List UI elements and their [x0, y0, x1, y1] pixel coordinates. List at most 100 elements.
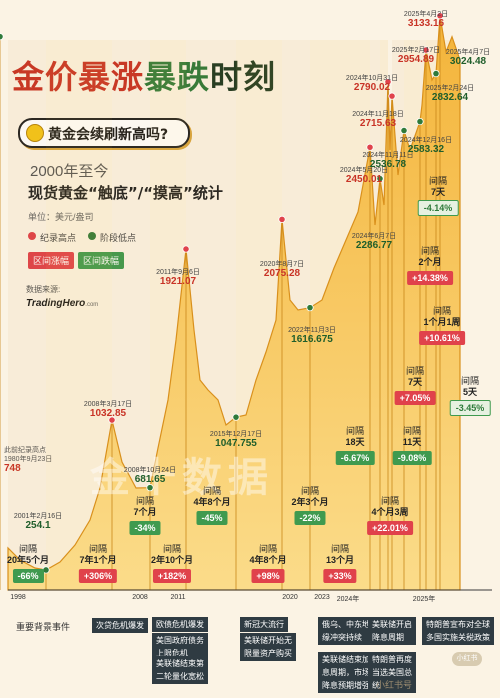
thinking-face-icon — [26, 124, 44, 142]
event-text: 限量资产购买 — [244, 649, 292, 658]
point-date: 2022年11月3日 — [288, 327, 336, 334]
interval-label: 间隔 7年1个月 +306% — [78, 544, 118, 584]
event-box: 美联储结束第 二轮量化宽松 — [152, 656, 208, 684]
range-down-badge: -45% — [196, 511, 228, 525]
point-date: 2024年11月11日 — [362, 152, 414, 159]
point-date: 2025年2月24日 — [425, 85, 475, 92]
interval-caption: 间隔 — [162, 544, 181, 554]
point-date: 2011年9月6日 — [156, 269, 200, 276]
point-value: 2583.32 — [407, 144, 445, 155]
interval-label: 间隔 7天 +7.05% — [394, 366, 436, 406]
record-high-point — [108, 416, 116, 424]
stage-low-point — [416, 117, 424, 126]
page-title: 金价暴涨暴跌时刻 — [12, 52, 276, 98]
interval-duration: 5天 — [462, 387, 477, 397]
interval-duration: 7天 — [407, 377, 422, 387]
prev-record-label: 此前纪录高点 — [4, 447, 46, 454]
record-high-label: 2024年5月20日 2450.01 — [340, 166, 388, 185]
range-up-badge: +306% — [78, 569, 118, 583]
interval-label: 间隔 2个月 +14.38% — [407, 246, 453, 286]
point-value: 254.1 — [25, 520, 51, 531]
interval-label: 间隔 1个月1周 +10.61% — [419, 306, 465, 346]
event-text: 特朗普宣布对全球 — [426, 620, 490, 629]
interval-caption: 间隔 — [405, 366, 424, 376]
record-high-label: 2011年9月6日 1921.07 — [156, 268, 200, 287]
event-box: 俄乌、中东地 缘冲突持续 — [318, 617, 374, 645]
range-up-badge: +7.05% — [394, 391, 436, 405]
chart-subtitle: 现货黄金“触底”/“摸高”统计 — [28, 182, 223, 203]
interval-caption: 间隔 — [428, 176, 447, 186]
point-value: 2075.28 — [263, 268, 301, 279]
event-box: 特朗普宣布对全球 多国实施关税政策 — [422, 617, 494, 645]
point-value: 3133.16 — [407, 18, 445, 29]
stage-low-label: 2008年10月24日 681.65 — [124, 466, 176, 485]
record-high-point — [182, 245, 190, 253]
event-text: 当选美国总 — [372, 668, 412, 677]
stage-low-label: 2024年6月7日 2286.77 — [352, 232, 396, 251]
interval-caption: 间隔 — [345, 426, 364, 436]
point-value: 2536.78 — [369, 159, 407, 170]
point-date: 2024年12月16日 — [399, 137, 453, 144]
point-date: 2008年3月17日 — [83, 401, 133, 408]
event-box: 次贷危机爆发 — [92, 618, 148, 633]
interval-caption: 间隔 — [135, 496, 155, 506]
x-tick-label: 2023 — [314, 594, 330, 601]
point-date: 2024年10月31日 — [345, 75, 399, 82]
interval-label: 间隔 4个月3周 +22.01% — [367, 496, 413, 536]
interval-duration: 11天 — [402, 437, 422, 447]
watermark: 金十数据 — [90, 456, 274, 500]
x-tick-label: 2025年 — [412, 596, 436, 603]
interval-label: 间隔 2年10个月 +182% — [151, 544, 193, 584]
record-high-point — [436, 12, 444, 20]
interval-caption: 间隔 — [88, 544, 107, 554]
stage-low-label: 2001年2月16日 254.1 — [14, 512, 62, 531]
event-text: 统 — [372, 681, 380, 690]
interval-label: 间隔 2年3个月 -22% — [291, 486, 329, 526]
event-box: 美联储结束加 息周期，市场 降息预期增强 — [318, 652, 374, 693]
title-part-3: 暴跌 — [144, 58, 210, 96]
event-text: 特朗普再度 — [372, 655, 412, 664]
event-text: 美联储结束第 — [156, 659, 204, 668]
stage-low-label: 2024年12月16日 2583.32 — [399, 136, 453, 155]
point-value: 681.65 — [134, 474, 166, 485]
record-high-point — [388, 92, 396, 100]
interval-caption: 间隔 — [460, 376, 479, 386]
interval-caption: 间隔 — [202, 486, 222, 496]
x-tick-label: 2024年 — [336, 596, 360, 603]
x-tick-label: 2008 — [132, 594, 148, 601]
point-date: 2025年2月17日 — [391, 47, 441, 54]
stage-low-point — [146, 484, 154, 492]
range-up-badge: +98% — [251, 569, 285, 583]
stage-low-point — [232, 413, 240, 421]
previous-record: 此前纪录高点 1980年9月23日 748 — [4, 446, 52, 474]
record-high-label: 2025年2月17日 2954.89 — [391, 46, 441, 65]
interval-caption: 间隔 — [380, 496, 399, 506]
interval-duration: 2个月 — [418, 257, 442, 267]
interval-label: 间隔 20年5个月 -66% — [7, 544, 49, 584]
point-value: 1032.85 — [89, 408, 127, 419]
event-text: 新冠大流行 — [244, 620, 284, 629]
event-text: 美联储开始无 — [244, 636, 292, 645]
range-up-badge: +33% — [323, 569, 357, 583]
point-value: 2286.77 — [355, 240, 393, 251]
stage-low-dot-icon — [88, 232, 96, 240]
interval-duration: 7天 — [430, 187, 445, 197]
interval-duration: 4年8个月 — [193, 497, 231, 507]
stage-low-point — [400, 126, 408, 135]
interval-duration: 2年3个月 — [291, 497, 329, 507]
event-box: 欧债危机爆发 — [152, 617, 208, 632]
event-text: 降息周期 — [372, 633, 404, 642]
since-label: 2000年至今 — [30, 160, 108, 181]
range-down-badge: -6.67% — [335, 451, 375, 465]
question-pill: 黄金会续刷新高吗? — [18, 118, 190, 148]
range-down-badge: -22% — [294, 511, 326, 525]
event-box: 美联储开启 降息周期 — [368, 617, 416, 645]
brand-name: TradingHero — [26, 298, 85, 309]
interval-label: 间隔 7天 -4.14% — [417, 176, 459, 216]
interval-duration: 1个月1周 — [423, 317, 461, 327]
interval-caption: 间隔 — [300, 486, 320, 496]
interval-duration: 4年8个月 — [249, 555, 287, 565]
extreme-points — [0, 12, 444, 574]
interval-band — [8, 40, 46, 590]
